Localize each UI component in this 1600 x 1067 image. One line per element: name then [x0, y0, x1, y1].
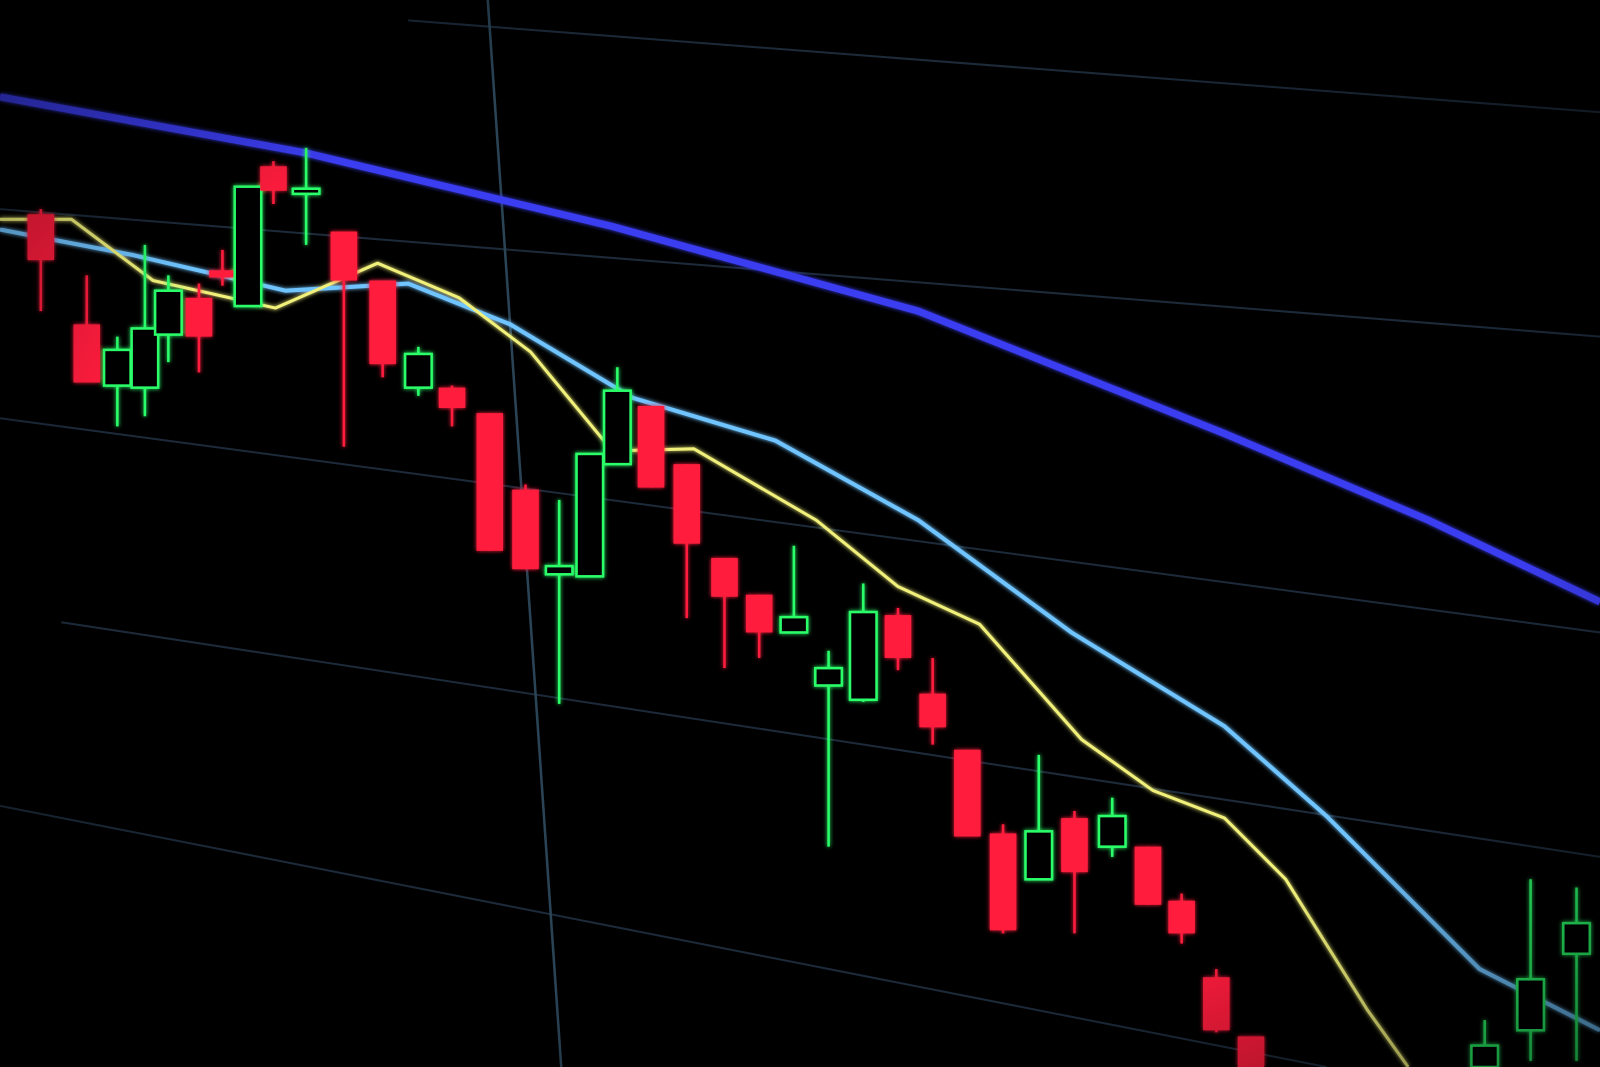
- candlestick-chart-photo: [0, 0, 1600, 1067]
- vignette: [0, 0, 1600, 1067]
